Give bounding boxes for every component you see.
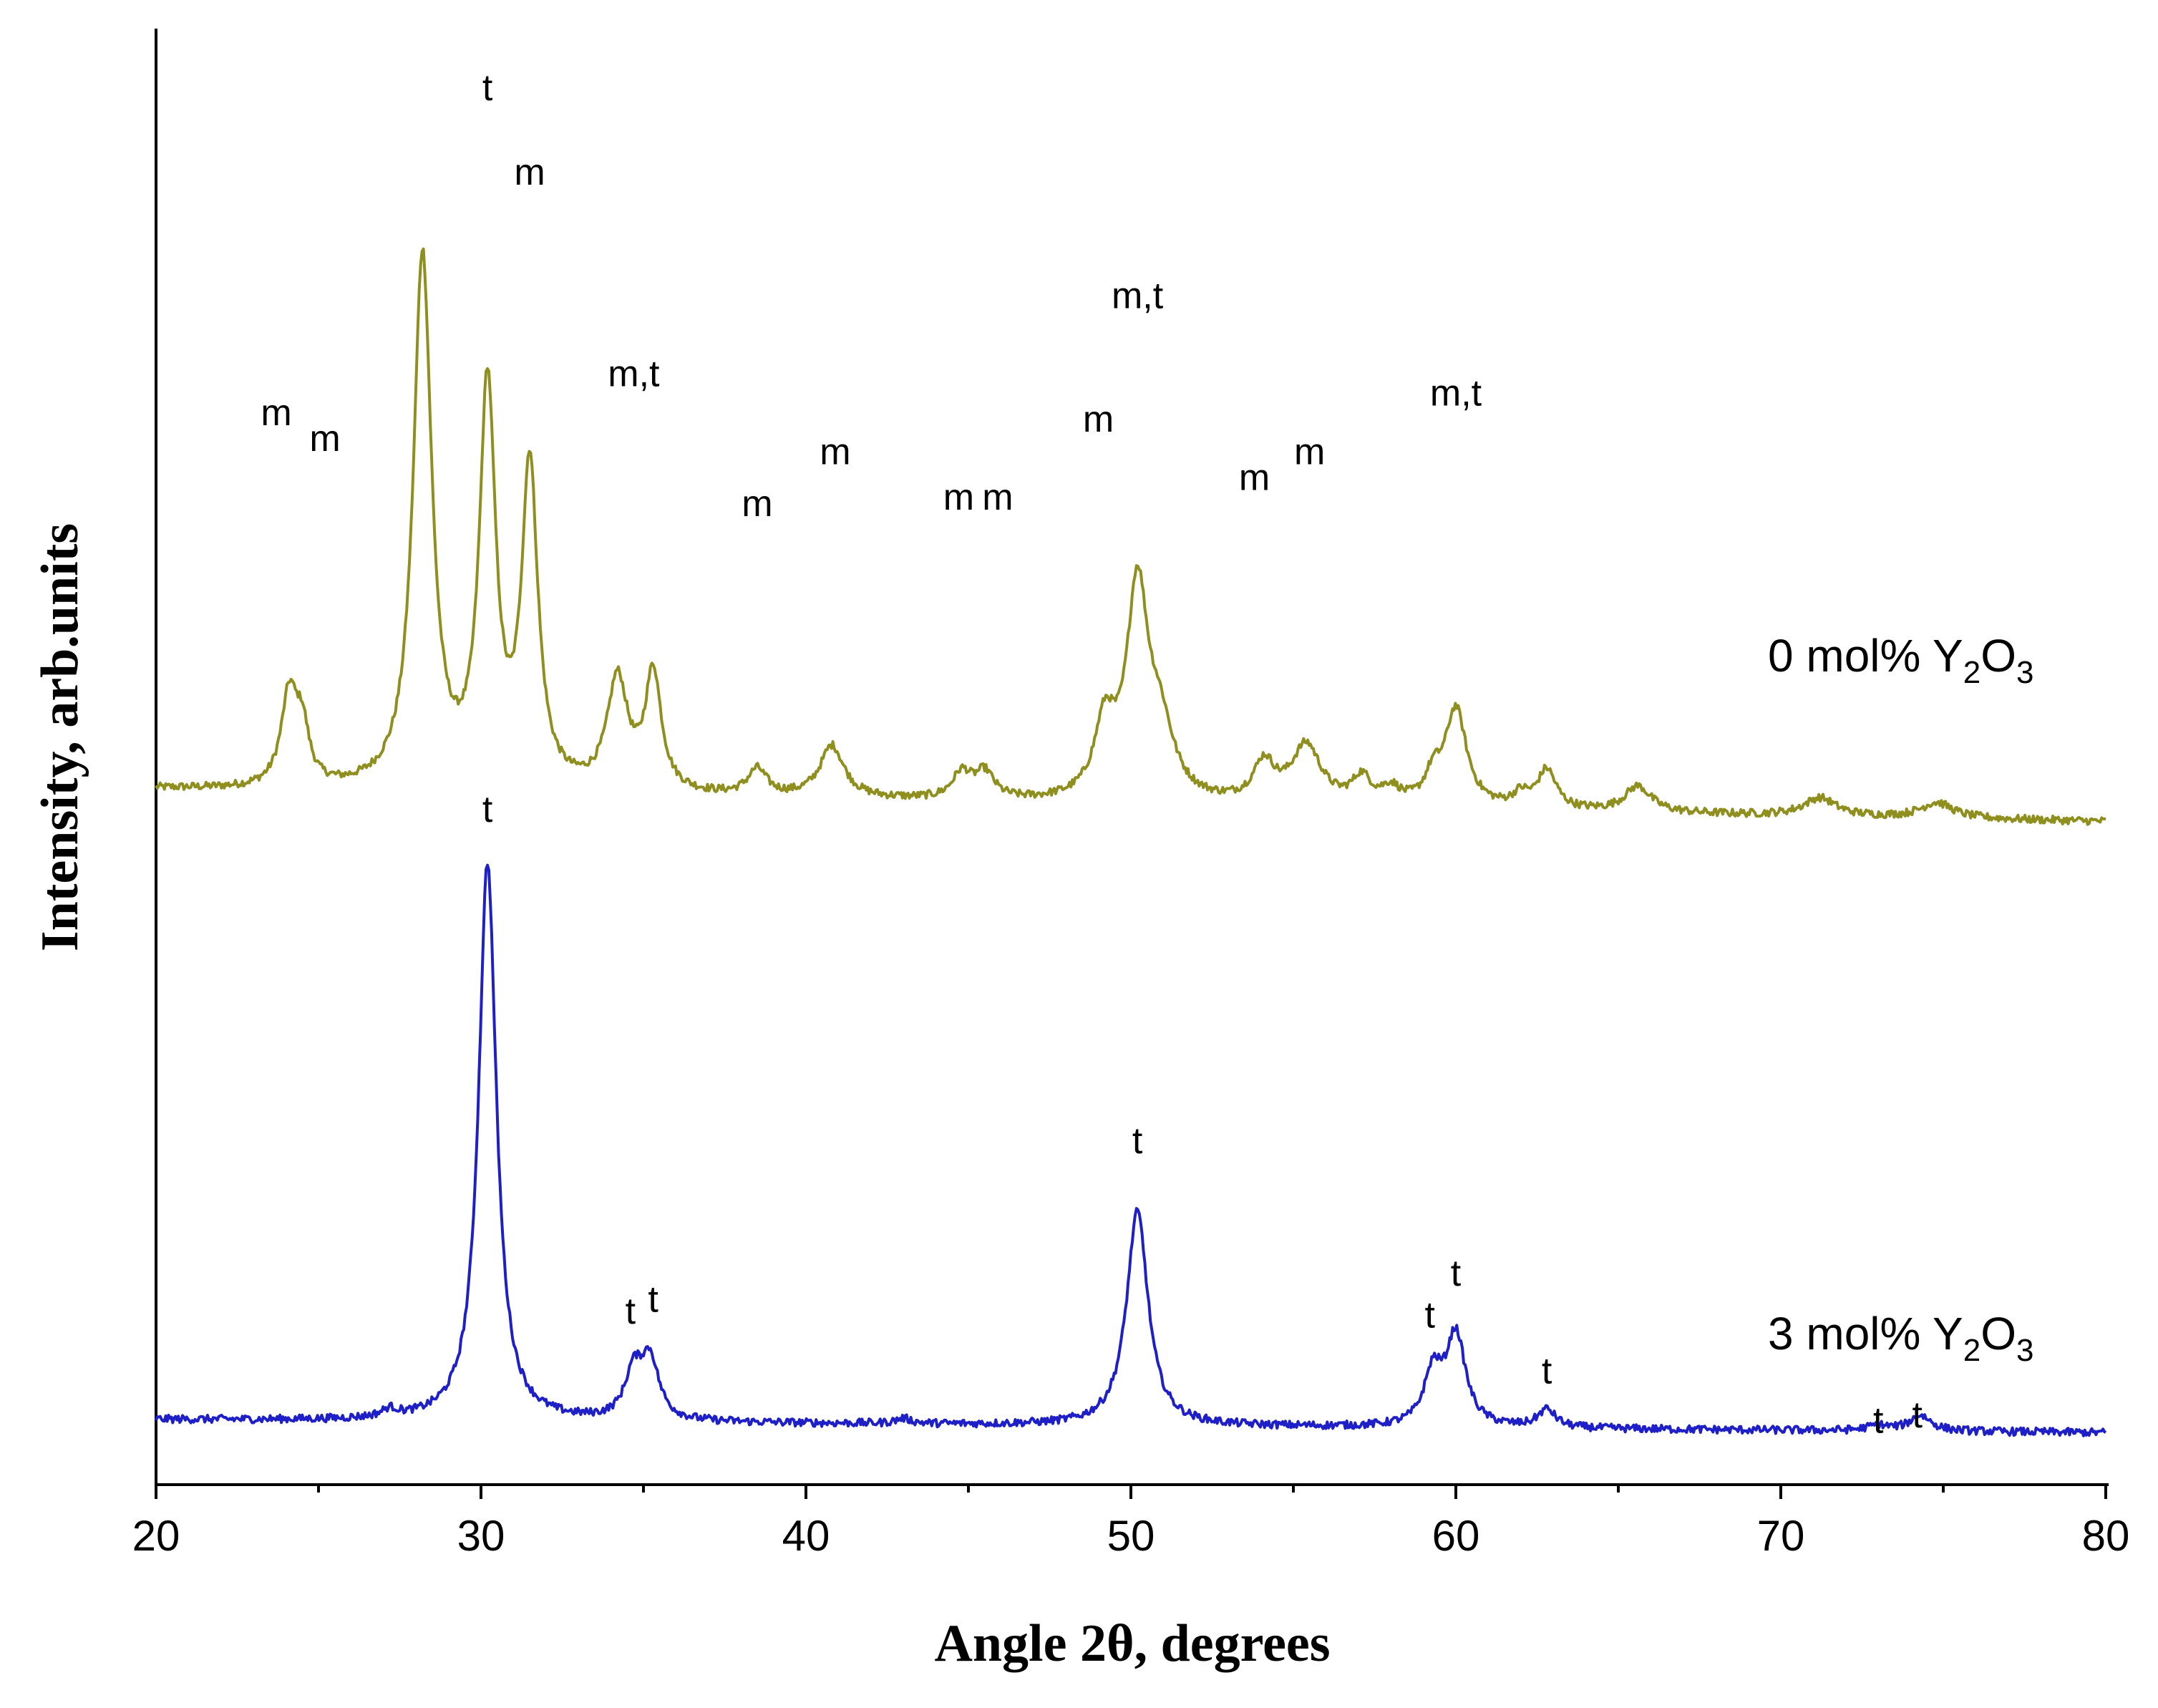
peak-label: t (1424, 1294, 1435, 1336)
peak-label: t (626, 1291, 636, 1332)
series-0-mol-trace (155, 247, 2106, 826)
peak-label: m (943, 477, 974, 518)
x-tick-label-50: 50 (1107, 1512, 1155, 1560)
x-ticks (155, 1485, 2107, 1499)
series-0-legend-label: 0 mol% Y2O3 (1768, 630, 2033, 690)
peak-label: m (1239, 457, 1270, 499)
peak-label: m,t (608, 353, 660, 394)
peak-label: m (742, 483, 772, 525)
x-tick-label-80: 80 (2082, 1512, 2130, 1560)
peak-label: m (820, 431, 850, 472)
peak-label: m (1083, 399, 1114, 440)
peak-label: t (1912, 1394, 1923, 1436)
peak-label: m,t (1430, 373, 1482, 414)
series-3-legend-label: 3 mol% Y2O3 (1768, 1308, 2033, 1368)
peak-label: m (261, 392, 291, 434)
series-3-mol-trace (155, 863, 2107, 1437)
x-tick-label-60: 60 (1432, 1512, 1480, 1560)
peak-label: t (1132, 1120, 1143, 1162)
y-axis-title: Intensity, arb.units (31, 523, 89, 951)
x-tick-label-20: 20 (132, 1512, 180, 1560)
peak-label: t (482, 67, 493, 109)
peak-label: t (1542, 1350, 1552, 1392)
x-tick-labels: 20 30 40 50 60 70 80 (132, 1512, 2130, 1560)
peak-label: m (309, 418, 340, 460)
peak-label: m (982, 477, 1013, 518)
peak-label: t (482, 789, 493, 830)
x-tick-label-40: 40 (782, 1512, 830, 1560)
x-tick-label-30: 30 (457, 1512, 505, 1560)
peak-label: m (514, 152, 545, 193)
x-axis-title: Angle 2θ, degrees (934, 1614, 1330, 1673)
peak-label: t (1451, 1253, 1462, 1294)
peak-label: m (1294, 431, 1325, 472)
peak-label: m,t (1112, 275, 1164, 316)
x-tick-label-70: 70 (1757, 1512, 1805, 1560)
peak-label: t (648, 1278, 658, 1320)
peak-label: t (1873, 1399, 1884, 1441)
